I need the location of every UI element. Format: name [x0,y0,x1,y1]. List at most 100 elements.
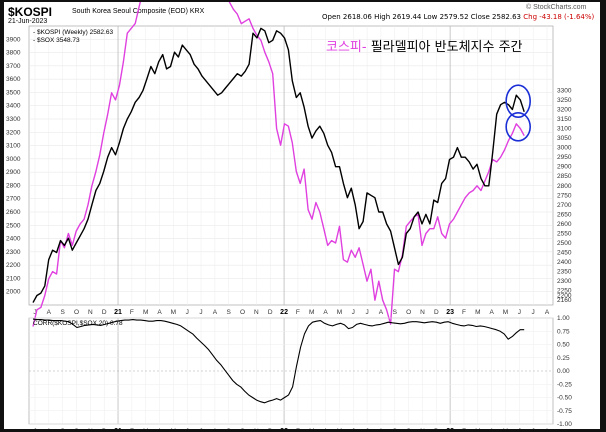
right-tick-label: 2160 [557,297,572,304]
left-tick-label: 2300 [6,249,21,256]
corr-tick-label: -0.50 [557,395,572,402]
corr-x-tick-label: M [337,428,342,429]
right-tick-label: 2650 [557,211,572,218]
corr-x-tick-label: S [393,428,398,429]
corr-x-tick-label: M [475,428,480,429]
chart-frame: $KOSPI South Korea Seoul Composite (EOD)… [4,2,600,429]
corr-x-tick-label: J [199,428,202,429]
x-tick-label: A [47,309,52,316]
x-tick-label: M [503,309,508,316]
right-tick-label: 2500 [557,240,572,247]
x-tick-label: 22 [280,309,288,316]
corr-x-tick-label: D [268,428,273,429]
left-tick-label: 2100 [6,275,21,282]
corr-x-tick-label: O [74,428,79,429]
left-tick-label: 2600 [6,209,21,216]
kospi-series-line [32,27,525,303]
x-tick-label: N [254,309,259,316]
x-tick-label: J [518,309,521,316]
legend-sox: - $SOX 3548.73 [33,37,80,44]
left-tick-label: 3500 [6,89,21,96]
x-tick-label: S [393,309,398,316]
corr-x-tick-label: M [309,428,314,429]
left-tick-label: 2400 [6,236,21,243]
corr-tick-label: -0.75 [557,408,572,415]
chart-date: 21-Jun-2023 [8,18,48,25]
x-tick-label: D [268,309,273,316]
price-chart-svg: 2000 2100 2200 2300 2400 2500 2600 2700 2800 2900… [6,2,572,429]
corr-x-tick-label: O [406,428,411,429]
right-tick-label: 2850 [557,173,572,180]
sox-series-line [32,2,525,327]
right-tick-label: 2700 [557,202,572,209]
left-tick-label: 2500 [6,222,21,229]
x-tick-label: A [157,309,162,316]
x-tick-label: J [352,309,355,316]
corr-x-tick-label: 21 [114,428,122,429]
left-tick-label: 3300 [6,116,21,123]
x-tick-label: A [489,309,494,316]
corr-x-tick-label: A [157,428,162,429]
x-tick-label: 23 [446,309,454,316]
corr-x-tick-label: J [352,428,355,429]
x-tick-label: M [309,309,314,316]
corr-x-tick-label: S [61,428,66,429]
corr-x-tick-label: F [462,428,466,429]
stockcharts-logo: © StockCharts.com [526,4,587,11]
corr-x-tick-label: M [171,428,176,429]
kospi-highlight-circle [505,84,531,118]
right-tick-label: 2200 [557,292,572,299]
corr-x-tick-label: A [489,428,494,429]
x-tick-label: J [186,309,189,316]
x-tick-label: F [462,309,466,316]
corr-x-tick-label: N [420,428,425,429]
left-tick-label: 2200 [6,262,21,269]
x-tick-label: N [420,309,425,316]
corr-x-tick-label: A [213,428,218,429]
annotation-main: 필라델피아 반도체지수 주간 [371,40,523,55]
corr-tick-label: 0.25 [557,355,570,362]
right-tick-label: 3300 [557,87,572,94]
corr-tick-label: 1.00 [557,315,570,322]
left-tick-label: 2800 [6,182,21,189]
left-tick-label: 3800 [6,50,21,57]
right-tick-label: 2300 [557,278,572,285]
right-tick-label: 3200 [557,106,572,113]
legend-kospi: - $KOSPI (Weekly) 2582.63 [33,29,113,36]
ohlc-readout: Open 2618.06 High 2619.44 Low 2579.52 Cl… [322,13,594,21]
x-tick-label: J [33,309,36,316]
corr-x-tick-label: A [323,428,328,429]
x-tick-label: O [240,309,245,316]
x-tick-label: M [337,309,342,316]
right-tick-label: 2550 [557,230,572,237]
x-tick-label: S [61,309,66,316]
x-tick-label: N [88,309,93,316]
x-tick-label: J [199,309,202,316]
x-tick-label: F [130,309,134,316]
left-tick-label: 3700 [6,63,21,70]
corr-x-tick-label: N [88,428,93,429]
x-tick-label: D [102,309,107,316]
corr-tick-label: 0.00 [557,368,570,375]
right-tick-label: 2600 [557,221,572,228]
x-tick-label: D [434,309,439,316]
corr-x-tick-label: N [254,428,259,429]
right-tick-label: 2450 [557,250,572,257]
x-tick-label: M [171,309,176,316]
corr-tick-label: 0.75 [557,328,570,335]
corr-x-tick-label: F [130,428,134,429]
x-tick-label: O [406,309,411,316]
left-tick-label: 2700 [6,196,21,203]
right-tick-label: 2800 [557,183,572,190]
right-tick-label: 2400 [557,259,572,266]
sox-highlight-circle [505,111,531,142]
x-tick-label: 21 [114,309,122,316]
left-tick-label: 3000 [6,156,21,163]
corr-tick-label: -0.25 [557,381,572,388]
right-tick-label: 2250 [557,288,572,295]
x-tick-label: A [379,309,384,316]
corr-x-tick-label: J [33,428,36,429]
right-tick-label: 3250 [557,97,572,104]
corr-x-tick-label: F [296,428,300,429]
corr-x-tick-label: J [365,428,368,429]
